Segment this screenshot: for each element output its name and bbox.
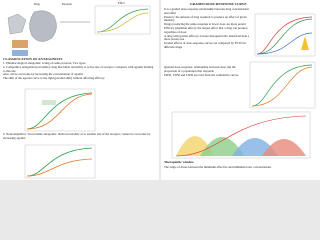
paragraph: 1. Pharmacological antagonist: acting on… xyxy=(3,61,86,65)
paragraph: A drug with greater efficacy is more the… xyxy=(164,33,250,42)
potency-graph xyxy=(254,13,316,57)
figures xyxy=(7,5,316,179)
paragraph: a. Competitive antagonist (reversible): … xyxy=(3,64,154,73)
paragraph: b. Noncompetitive / Irreversible antagon… xyxy=(3,132,151,140)
text-block: b. Noncompetitive / Irreversible antagon… xyxy=(3,132,155,141)
competitive-graph xyxy=(24,88,96,132)
text-block: Quantal dose-response: relationship betw… xyxy=(164,65,248,77)
text-block: 1. Pharmacological antagonist: acting on… xyxy=(3,61,155,81)
paragraph: ED50, TD50 and LD50 are read from the cu… xyxy=(164,72,239,77)
paragraph: Drugs producing the same response at low… xyxy=(164,22,246,27)
text-block: It is a graded dose-response relationshi… xyxy=(164,7,252,50)
paragraph: Graded effects of dose-response curves a… xyxy=(164,41,247,49)
paragraph: It is a graded dose-response relationshi… xyxy=(164,7,249,15)
heading: CLASSIFICATION OF ANTAGONISTS xyxy=(3,57,63,61)
noncompetitive-graph xyxy=(24,144,96,179)
heading: GRADED DOSE-RESPONSE CURVE xyxy=(190,2,247,6)
paragraph: Quantal dose-response: relationship betw… xyxy=(164,65,236,73)
paragraph: Efficacy (maximal effect): the largest e… xyxy=(164,25,248,34)
page: Drug Receptor Effect CLASSIFICATION OF A… xyxy=(0,0,320,180)
receptor-figure xyxy=(7,10,90,56)
therapeutic-graph xyxy=(171,111,311,159)
figure-label: Effect xyxy=(118,2,125,5)
paragraph: Also can be overcome by increasing the c… xyxy=(3,72,84,77)
effect-graph xyxy=(94,5,151,35)
paragraph: The shift of the agonist curve to the ri… xyxy=(3,76,105,81)
heading: Therapeutic window xyxy=(164,160,194,164)
paragraph: Potency: the amount of drug required to … xyxy=(164,14,247,23)
quantal-graph xyxy=(249,61,316,109)
figure-label: Receptor xyxy=(62,3,73,6)
figure-label: Drug xyxy=(34,3,40,6)
paragraph: The range of doses between the minimum e… xyxy=(164,165,272,169)
